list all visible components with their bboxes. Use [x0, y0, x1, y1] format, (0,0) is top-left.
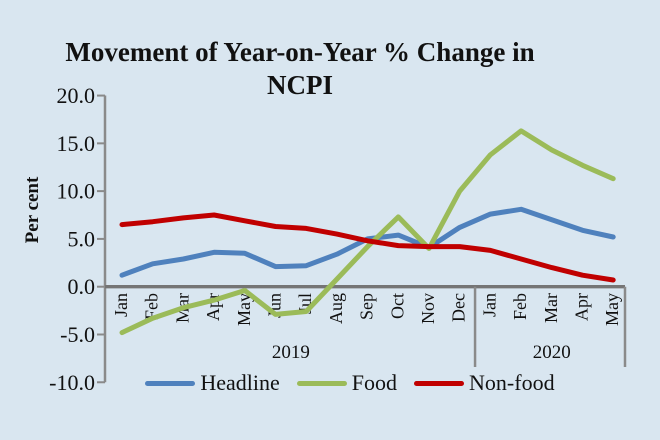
- legend: Headline Food Non-food: [100, 369, 600, 397]
- chart-title-line1: Movement of Year-on-Year % Change in: [65, 37, 535, 67]
- month-label: Feb: [142, 293, 162, 320]
- series-line-food: [119, 128, 616, 336]
- y-tick-label: 0.0: [68, 274, 96, 299]
- legend-item-headline: Headline: [145, 370, 280, 396]
- chart-title: Movement of Year-on-Year % Change in NCP…: [10, 36, 590, 102]
- series-line-non-food: [119, 212, 616, 283]
- y-tick-label: -10.0: [49, 370, 95, 395]
- chart-title-line2: NCPI: [267, 70, 333, 100]
- month-label: Mar: [541, 293, 561, 323]
- month-label: Sep: [357, 293, 377, 320]
- legend-swatch-headline: [145, 380, 196, 386]
- month-label: Feb: [510, 293, 530, 320]
- legend-swatch-food: [296, 380, 347, 386]
- y-tick-label: 15.0: [57, 131, 96, 156]
- y-tick-label: 10.0: [57, 179, 96, 204]
- legend-item-non-food: Non-food: [414, 370, 555, 396]
- legend-label-headline: Headline: [200, 370, 280, 395]
- month-label: Dec: [449, 293, 469, 322]
- month-label: Jan: [479, 293, 499, 317]
- month-label: May: [602, 293, 622, 326]
- month-label: Nov: [418, 293, 438, 324]
- y-tick-label: 20.0: [57, 83, 96, 108]
- month-label: May: [234, 293, 254, 326]
- y-tick-label: -5.0: [60, 322, 95, 347]
- y-tick-label: 5.0: [68, 226, 96, 251]
- month-label: Apr: [572, 293, 592, 321]
- legend-label-food: Food: [351, 370, 398, 395]
- month-label: Jan: [111, 293, 131, 317]
- legend-swatch-non-food: [414, 380, 465, 386]
- month-label: Aug: [326, 293, 346, 324]
- year-label: 2019: [272, 342, 310, 363]
- month-label: Oct: [387, 293, 407, 319]
- legend-item-food: Food: [296, 370, 398, 396]
- year-label: 2020: [533, 342, 571, 363]
- y-axis-title: Per cent: [22, 176, 43, 243]
- legend-label-non-food: Non-food: [469, 370, 555, 395]
